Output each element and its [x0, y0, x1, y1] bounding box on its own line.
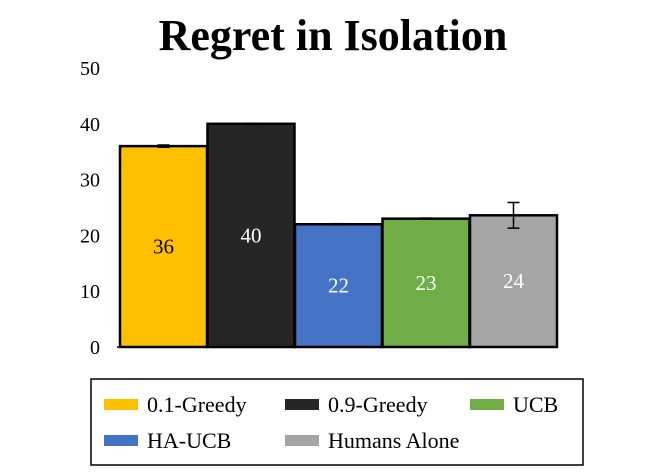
legend-label: 0.9-Greedy — [328, 392, 428, 417]
legend-swatch-0-9-greedy — [285, 399, 319, 410]
y-axis-ticks: 0 10 20 30 40 50 — [80, 58, 100, 359]
y-tick-label: 50 — [80, 58, 100, 80]
y-tick-label: 20 — [80, 225, 100, 247]
legend-box — [90, 378, 584, 466]
bar-0-1-greedy — [118, 144, 209, 349]
legend-swatch-ha-ucb — [104, 435, 138, 446]
y-tick-label: 40 — [80, 114, 100, 136]
y-tick-label: 30 — [80, 170, 100, 192]
legend-swatch-ucb — [470, 399, 504, 410]
chart-title: Regret in Isolation — [159, 11, 508, 60]
data-label: 40 — [241, 223, 262, 247]
legend-label: 0.1-Greedy — [147, 392, 247, 417]
data-label: 24 — [503, 269, 525, 293]
legend-label: Humans Alone — [328, 428, 459, 453]
y-tick-label: 0 — [90, 337, 100, 359]
legend-label: HA-UCB — [147, 428, 231, 453]
data-label: 22 — [328, 274, 349, 298]
bars: 36 40 22 23 24 — [118, 122, 559, 349]
y-tick-label: 10 — [80, 281, 100, 303]
legend-swatch-0-1-greedy — [104, 399, 138, 410]
legend: 0.1-Greedy 0.9-Greedy UCB HA-UCB Humans Alon… — [90, 378, 584, 466]
legend-swatch-humans-alone — [285, 435, 319, 446]
legend-label: UCB — [513, 392, 558, 417]
data-label: 36 — [153, 235, 174, 259]
data-label: 23 — [416, 271, 437, 295]
